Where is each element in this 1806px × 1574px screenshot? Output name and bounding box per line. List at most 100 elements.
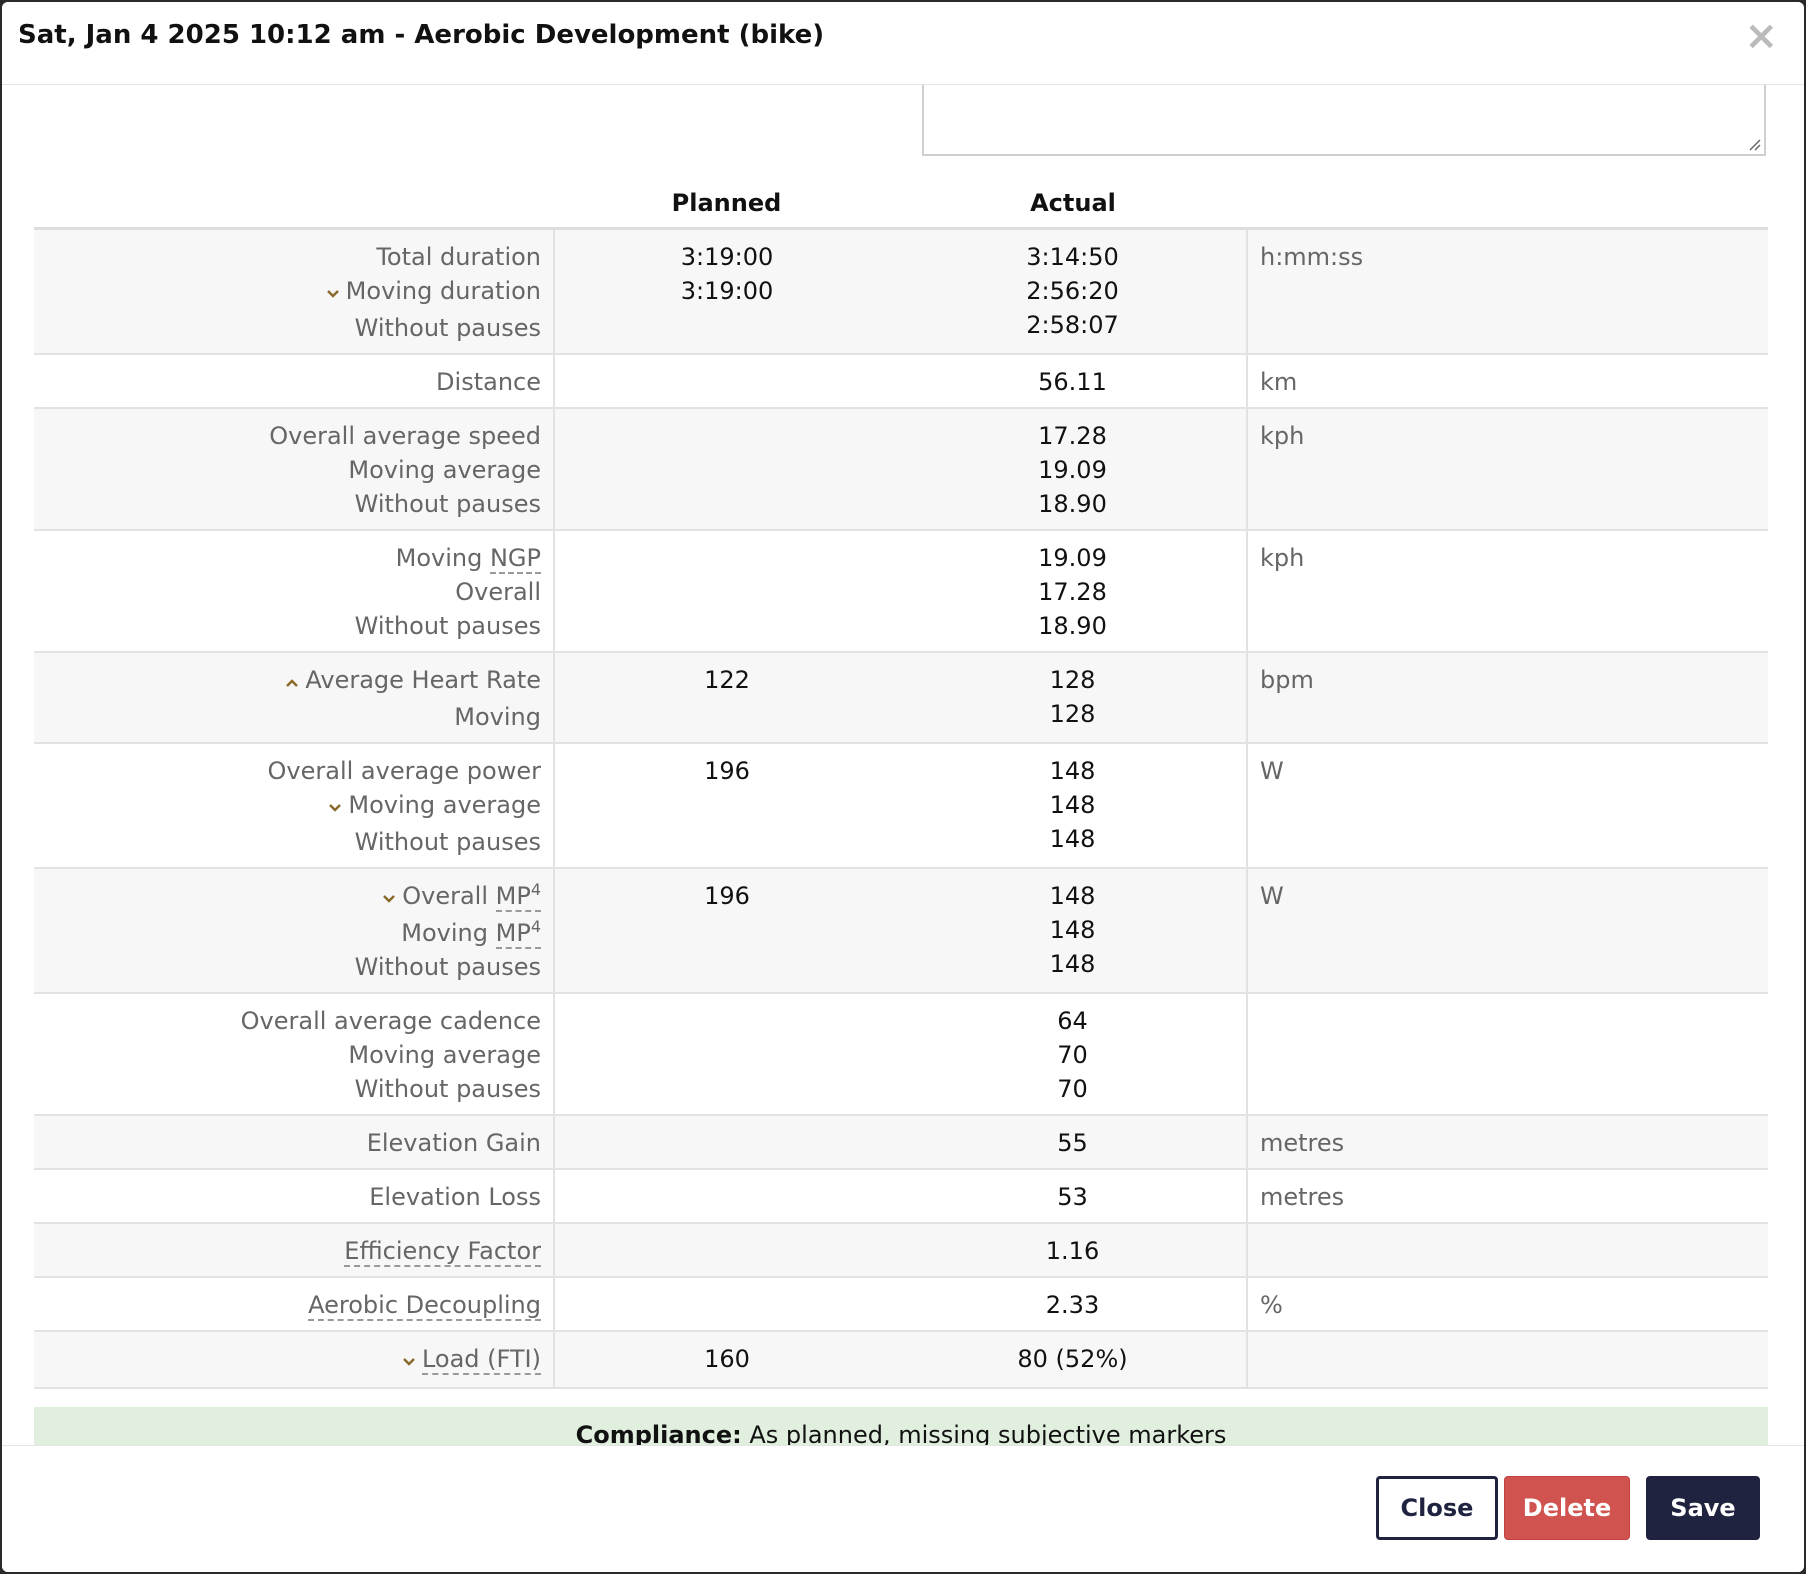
label-overall-average-power: Overall average power bbox=[267, 757, 541, 785]
table-row-cadence: Overall average cadence Moving average W… bbox=[34, 993, 1768, 1116]
actual-value: 148 bbox=[1049, 950, 1096, 978]
save-button[interactable]: Save bbox=[1646, 1476, 1760, 1540]
table-header-row: Planned Actual bbox=[34, 179, 1768, 230]
unit-label: km bbox=[1260, 368, 1298, 396]
table-row-efficiency-factor: Efficiency Factor 1.16 bbox=[34, 1223, 1768, 1278]
actual-value: 128 bbox=[1049, 700, 1096, 728]
load-toggle[interactable]: Load (FTI) bbox=[46, 1342, 541, 1379]
actual-value: 3:14:50 bbox=[1026, 243, 1119, 271]
aerobic-decoupling-abbreviation[interactable]: Aerobic Decoupling bbox=[308, 1291, 541, 1321]
table-row-duration: Total duration Moving duration Without p… bbox=[34, 228, 1768, 355]
planned-value: 160 bbox=[704, 1345, 750, 1373]
moving-power-toggle[interactable]: Moving average bbox=[46, 788, 541, 825]
compliance-text: As planned, missing subjective markers bbox=[741, 1421, 1227, 1446]
label-efficiency-factor: Efficiency Factor bbox=[46, 1234, 541, 1268]
unit-label: W bbox=[1260, 882, 1284, 910]
label-moving-average: Moving average bbox=[348, 1041, 541, 1069]
overall-mp4-toggle[interactable]: Overall MP4 bbox=[46, 879, 541, 916]
label-without-pauses: Without pauses bbox=[354, 612, 541, 640]
stats-table: Planned Actual Total duration Moving dur… bbox=[34, 179, 1768, 1389]
label-text: Overall bbox=[402, 882, 496, 910]
modal-footer: Close Delete Save bbox=[2, 1445, 1804, 1572]
label-without-pauses: Without pauses bbox=[354, 828, 541, 856]
label-moving-ngp: Moving NGP bbox=[46, 541, 541, 575]
heart-rate-toggle[interactable]: Average Heart Rate bbox=[46, 663, 541, 700]
actual-value: 18.90 bbox=[1038, 490, 1107, 518]
compliance-banner: Compliance: As planned, missing subjecti… bbox=[34, 1407, 1768, 1446]
modal-body: Planned Actual Total duration Moving dur… bbox=[2, 85, 1804, 1446]
actual-value: 55 bbox=[1057, 1129, 1088, 1157]
actual-value: 70 bbox=[1057, 1075, 1088, 1103]
label-moving-duration: Moving duration bbox=[345, 277, 541, 305]
label-distance: Distance bbox=[436, 368, 541, 396]
chevron-down-icon[interactable] bbox=[328, 791, 342, 825]
modal-header: Sat, Jan 4 2025 10:12 am - Aerobic Devel… bbox=[2, 2, 1804, 85]
actual-value: 148 bbox=[1049, 882, 1096, 910]
header-actual: Actual bbox=[899, 179, 1247, 230]
actual-value: 148 bbox=[1049, 757, 1096, 785]
actual-value: 2:56:20 bbox=[1026, 277, 1119, 305]
resize-grip-icon[interactable] bbox=[1747, 137, 1761, 151]
label-text: Moving bbox=[395, 544, 490, 572]
label-average-heart-rate: Average Heart Rate bbox=[305, 666, 541, 694]
header-planned: Planned bbox=[554, 179, 899, 230]
moving-duration-toggle[interactable]: Moving duration bbox=[46, 274, 541, 311]
label-moving-mp4: Moving MP4 bbox=[46, 916, 541, 950]
label-text: Moving bbox=[401, 919, 496, 947]
actual-value: 148 bbox=[1049, 916, 1096, 944]
close-button[interactable]: Close bbox=[1376, 1476, 1498, 1540]
chevron-down-icon[interactable] bbox=[402, 1345, 416, 1379]
label-elevation-loss: Elevation Loss bbox=[369, 1183, 541, 1211]
actual-value: 148 bbox=[1049, 825, 1096, 853]
actual-value: 128 bbox=[1049, 666, 1096, 694]
compliance-label: Compliance bbox=[575, 1421, 733, 1446]
actual-value: 2:58:07 bbox=[1026, 311, 1119, 339]
label-total-duration: Total duration bbox=[376, 243, 541, 271]
actual-value: 148 bbox=[1049, 791, 1096, 819]
label-overall-average-speed: Overall average speed bbox=[269, 422, 541, 450]
table-row-heart-rate: Average Heart Rate Moving 122 128 128 bp… bbox=[34, 652, 1768, 744]
chevron-down-icon[interactable] bbox=[326, 277, 340, 311]
label-without-pauses: Without pauses bbox=[354, 953, 541, 981]
unit-label: % bbox=[1260, 1291, 1283, 1319]
abbr-text: MP bbox=[495, 919, 531, 947]
superscript: 4 bbox=[530, 917, 541, 936]
unit-label: metres bbox=[1260, 1183, 1345, 1211]
actual-value: 70 bbox=[1057, 1041, 1088, 1069]
table-row-load: Load (FTI) 160 80 (52%) bbox=[34, 1331, 1768, 1389]
modal-title: Sat, Jan 4 2025 10:12 am - Aerobic Devel… bbox=[18, 20, 825, 50]
notes-textarea[interactable] bbox=[922, 85, 1766, 156]
table-row-mp4: Overall MP4 Moving MP4 Without pauses 19… bbox=[34, 868, 1768, 994]
table-row-aerobic-decoupling: Aerobic Decoupling 2.33 % bbox=[34, 1277, 1768, 1332]
header-label bbox=[34, 179, 554, 230]
planned-value: 196 bbox=[704, 757, 750, 785]
planned-value: 3:19:00 bbox=[680, 243, 774, 271]
chevron-down-icon[interactable] bbox=[382, 882, 396, 916]
label-moving-average: Moving average bbox=[348, 456, 541, 484]
planned-value: 196 bbox=[704, 882, 750, 910]
label-moving: Moving bbox=[454, 703, 541, 731]
table-row-power: Overall average power Moving average Wit… bbox=[34, 743, 1768, 869]
efficiency-factor-abbreviation[interactable]: Efficiency Factor bbox=[344, 1237, 541, 1267]
load-fti-abbreviation[interactable]: Load (FTI) bbox=[421, 1345, 541, 1375]
chevron-up-icon[interactable] bbox=[285, 666, 299, 700]
mp4-abbreviation[interactable]: MP4 bbox=[495, 917, 541, 949]
close-icon[interactable]: × bbox=[1744, 13, 1778, 59]
table-row-elevation-gain: Elevation Gain 55 metres bbox=[34, 1115, 1768, 1170]
actual-value: 80 (52%) bbox=[1017, 1345, 1128, 1373]
planned-value: 3:19:00 bbox=[680, 277, 774, 305]
label-without-pauses: Without pauses bbox=[354, 490, 541, 518]
actual-value: 19.09 bbox=[1038, 456, 1107, 484]
header-unit bbox=[1247, 179, 1768, 230]
planned-value: 122 bbox=[704, 666, 750, 694]
delete-button[interactable]: Delete bbox=[1504, 1476, 1630, 1540]
table-row-speed: Overall average speed Moving average Wit… bbox=[34, 408, 1768, 531]
unit-label: kph bbox=[1260, 544, 1305, 572]
ngp-abbreviation[interactable]: NGP bbox=[489, 544, 541, 574]
table-row-ngp: Moving NGP Overall Without pauses 19.09 … bbox=[34, 530, 1768, 653]
actual-value: 56.11 bbox=[1038, 368, 1107, 396]
mp4-abbreviation[interactable]: MP4 bbox=[495, 882, 541, 912]
label-moving-average: Moving average bbox=[348, 791, 541, 819]
actual-value: 17.28 bbox=[1038, 422, 1107, 450]
